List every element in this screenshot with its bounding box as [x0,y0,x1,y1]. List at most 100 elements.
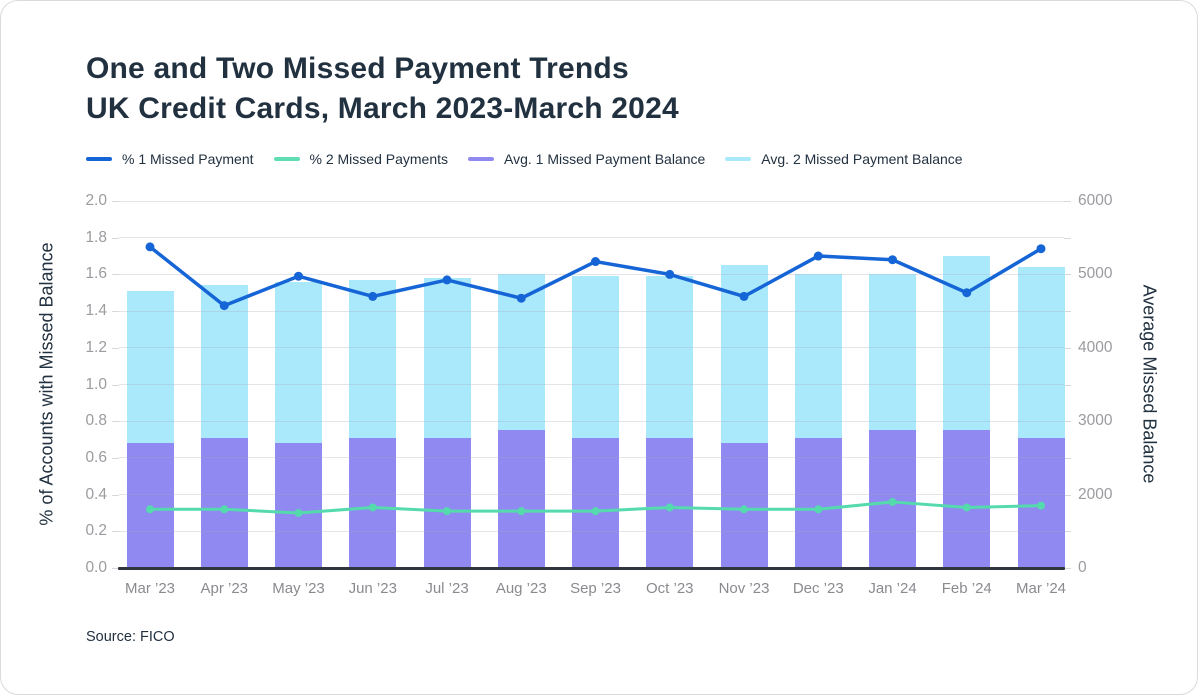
y-tick-mark-left [112,531,119,533]
y-tick-mark-right [1064,274,1071,276]
y-tick-mark-left [112,274,119,276]
legend-item-1: % 1 Missed Payment [86,151,254,167]
gridline [119,200,1064,202]
bar-avg-1-missed-balance [349,437,397,568]
bar-avg-1-missed-balance [943,430,991,568]
data-point-pct-2-missed-payments [740,505,748,514]
gridline [119,310,1064,312]
y-tick-mark-right [1064,201,1071,202]
y-tick-label-left: 2.0 [85,192,107,209]
y-tick-label-left: 0.2 [85,522,107,540]
y-tick-label-left: 1.4 [85,302,107,320]
data-point-pct-2-missed-payments [443,507,451,516]
legend-swatch-icon [86,157,112,161]
legend-swatch-icon [468,157,494,161]
y-tick-label-left: 1.0 [85,375,107,393]
gridline [119,273,1064,275]
data-point-pct-2-missed-payments [1037,501,1045,510]
left-axis-title: % of Accounts with Missed Balance [36,242,57,526]
bar-avg-1-missed-balance [572,437,619,568]
y-tick-label-left: 0.0 [85,559,107,576]
data-point-pct-2-missed-payments [146,505,154,514]
gridline [119,237,1064,239]
x-axis-label: Feb ’24 [941,580,992,597]
bar-avg-1-missed-balance [794,437,842,568]
data-point-pct-2-missed-payments [517,507,526,516]
y-tick-label-right: 2000 [1078,485,1113,503]
data-point-pct-2-missed-payments [665,503,674,512]
right-axis-title: Average Missed Balance [1139,284,1160,484]
y-tick-mark-left [112,347,119,349]
x-axis-label: Sep ’23 [570,580,621,597]
x-axis-label: Jun ’23 [348,580,397,597]
chart-title: One and Two Missed Payment Trends UK Cre… [86,49,679,129]
y-tick-mark-right [1064,494,1071,496]
data-point-pct-1-missed-payment [813,251,823,261]
x-axis-label: Jul ’23 [425,580,469,597]
gridline [119,384,1064,385]
chart-title-line-1: One and Two Missed Payment Trends [86,52,629,85]
legend-swatch-icon [273,157,300,161]
x-axis-label: Oct ’23 [645,580,694,597]
data-point-pct-2-missed-payments [591,507,600,516]
y-tick-label-right: 5000 [1078,265,1113,283]
gridline [119,347,1064,349]
x-axis-line [118,567,1065,570]
chart-legend: % 1 Missed Payment % 2 Missed Payments Avg… [86,151,963,167]
gridline [119,457,1064,459]
x-axis-label: May ’23 [272,580,325,597]
x-axis-label: Jan ’24 [868,580,917,597]
legend-label: Avg. 1 Missed Payment Balance [504,151,706,167]
chart-title-line-2: UK Credit Cards, March 2023-March 2024 [86,92,679,125]
x-axis-label: Aug ’23 [495,580,547,597]
data-point-pct-2-missed-payments [962,503,971,512]
data-point-pct-1-missed-payment [665,269,675,279]
y-tick-mark-left [112,201,119,202]
data-point-pct-1-missed-payment [145,242,155,252]
y-tick-label-left: 0.8 [85,412,107,430]
y-tick-mark-left [112,421,119,423]
bar-avg-1-missed-balance [497,430,545,568]
x-axis-label: Nov ’23 [718,580,770,597]
data-point-pct-2-missed-payments [294,508,303,517]
data-point-pct-2-missed-payments [368,503,377,512]
y-tick-mark-right [1064,384,1071,386]
legend-item-2: % 2 Missed Payments [273,151,449,167]
y-tick-mark-left [112,457,119,459]
data-point-pct-2-missed-payments [888,497,897,506]
y-tick-label-right: 3000 [1078,412,1113,430]
y-tick-label-left: 1.8 [85,228,107,246]
y-tick-mark-right [1064,311,1071,313]
y-tick-mark-right [1064,347,1071,349]
data-point-pct-1-missed-payment [739,291,749,301]
data-point-pct-2-missed-payments [814,505,823,514]
source-attribution: Source: FICO [86,629,175,645]
x-axis-label: Mar ’23 [124,580,176,597]
y-tick-mark-left [112,384,119,386]
y-tick-mark-right [1064,568,1071,569]
y-tick-mark-left [112,237,119,239]
legend-label: % 1 Missed Payment [122,151,254,167]
x-axis-label: Apr ’23 [200,580,249,597]
y-tick-mark-left [112,568,119,569]
y-tick-mark-right [1064,237,1071,239]
y-tick-label-right: 6000 [1078,192,1113,209]
legend-label: Avg. 2 Missed Payment Balance [761,151,963,167]
legend-item-3: Avg. 1 Missed Payment Balance [468,151,705,167]
data-point-pct-1-missed-payment [1036,244,1046,254]
y-tick-label-right: 0 [1078,559,1087,576]
y-tick-mark-left [112,311,119,313]
y-tick-label-left: 0.4 [85,485,107,503]
legend-label: % 2 Missed Payments [309,151,449,167]
bar-avg-1-missed-balance [275,443,322,568]
data-point-pct-1-missed-payment [591,257,600,267]
y-tick-label-right: 4000 [1078,338,1113,356]
line-series-layer [145,242,1046,517]
bar-avg-1-missed-balance [423,437,471,568]
data-point-pct-1-missed-payment [294,271,303,281]
y-tick-mark-right [1064,457,1071,459]
x-axis-label: Dec ’23 [792,580,844,597]
